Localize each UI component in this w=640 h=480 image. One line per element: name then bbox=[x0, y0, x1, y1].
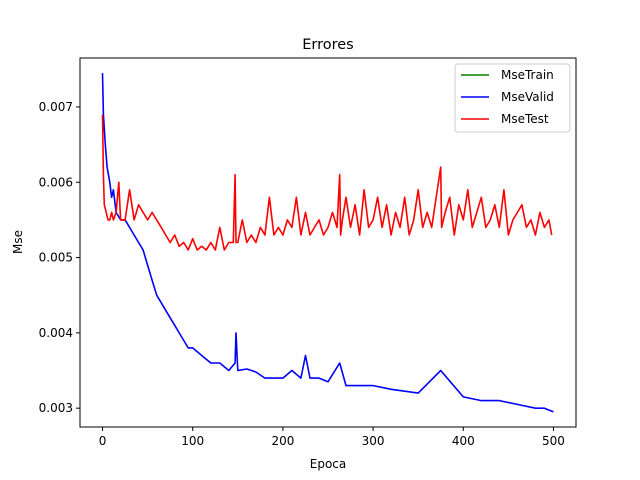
y-tick-label: 0.003 bbox=[39, 401, 73, 415]
series-line-msetest bbox=[101, 114, 553, 251]
chart-title: Errores bbox=[302, 37, 354, 53]
y-axis-title: Mse bbox=[11, 230, 25, 254]
x-tick-label: 100 bbox=[181, 434, 204, 448]
y-tick-label: 0.005 bbox=[39, 251, 73, 265]
legend-label-msetrain: MseTrain bbox=[501, 68, 554, 82]
plot-frame bbox=[79, 57, 577, 428]
x-tick-label: 0 bbox=[99, 434, 107, 448]
x-axis: 0 100 200 300 400 500 bbox=[99, 427, 565, 448]
series-layer bbox=[101, 73, 554, 413]
series-line-msevalid bbox=[101, 73, 554, 413]
x-tick-label: 200 bbox=[271, 434, 294, 448]
x-tick-label: 400 bbox=[452, 434, 475, 448]
legend-box bbox=[454, 63, 571, 133]
legend-label-msevalid: MseValid bbox=[501, 90, 554, 104]
x-tick-label: 300 bbox=[362, 434, 385, 448]
x-tick-label: 500 bbox=[542, 434, 565, 448]
legend: MseTrain MseValid MseTest bbox=[454, 63, 571, 133]
y-tick-label: 0.004 bbox=[39, 326, 73, 340]
y-tick-label: 0.007 bbox=[39, 100, 73, 114]
legend-label-msetest: MseTest bbox=[501, 112, 549, 126]
y-axis: 0.003 0.004 0.005 0.006 0.007 bbox=[39, 100, 80, 415]
y-tick-label: 0.006 bbox=[39, 175, 73, 189]
x-axis-title: Epoca bbox=[310, 457, 347, 471]
